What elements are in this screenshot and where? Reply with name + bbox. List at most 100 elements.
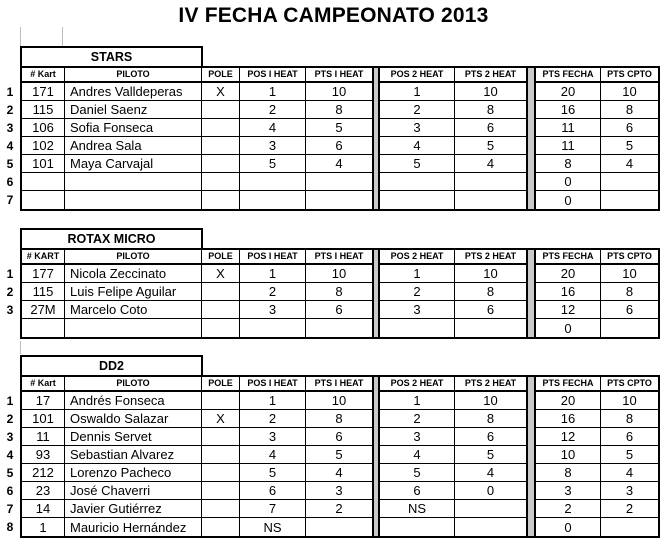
pts-1-heat-cell: 5: [306, 119, 373, 137]
row-number: 5: [6, 157, 14, 171]
separator-column: [373, 101, 380, 119]
col-header-pts-2-heat: PTS 2 HEAT: [455, 68, 527, 83]
table-row: 101 Oswaldo Salazar X 2 8 2 8 16 8: [22, 410, 658, 428]
separator-column: [373, 410, 380, 428]
kart-cell: 17: [22, 392, 65, 410]
piloto-cell: Sebastian Alvarez: [65, 446, 202, 464]
piloto-cell: Andrés Fonseca: [65, 392, 202, 410]
pos-1-heat-cell: 5: [240, 155, 306, 173]
pts-fecha-cell: 11: [536, 119, 601, 137]
gutter-spacer: [0, 228, 20, 248]
pts-1-heat-cell: 5: [306, 446, 373, 464]
pos-1-heat-cell: 2: [240, 410, 306, 428]
separator-column: [527, 377, 536, 392]
pos-2-heat-cell: 4: [380, 446, 455, 464]
pos-2-heat-cell: 5: [380, 155, 455, 173]
separator-column: [373, 250, 380, 265]
pole-cell: [202, 155, 240, 173]
col-header-piloto: PILOTO: [65, 377, 202, 392]
pts-cpto-cell: 2: [601, 500, 658, 518]
results-table: # Kart PILOTO POLE POS I HEAT PTS I HEAT POS …: [20, 66, 660, 211]
pts-fecha-cell: 8: [536, 464, 601, 482]
kart-cell: 212: [22, 464, 65, 482]
pos-1-heat-cell: 4: [240, 446, 306, 464]
pos-2-heat-cell: 1: [380, 392, 455, 410]
pts-1-heat-cell: 10: [306, 83, 373, 101]
col-header-pole: POLE: [202, 250, 240, 265]
col-header-pos-2-heat: POS 2 HEAT: [380, 250, 455, 265]
pos-2-heat-cell: 1: [380, 265, 455, 283]
pos-1-heat-cell: [240, 319, 306, 337]
table-row: 0: [22, 173, 658, 191]
pos-2-heat-cell: NS: [380, 500, 455, 518]
separator-column: [373, 377, 380, 392]
pts-2-heat-cell: [455, 173, 527, 191]
pts-cpto-cell: 5: [601, 137, 658, 155]
col-header-piloto: PILOTO: [65, 68, 202, 83]
pts-1-heat-cell: 3: [306, 482, 373, 500]
col-header-pos-2-heat: POS 2 HEAT: [380, 68, 455, 83]
pos-1-heat-cell: 2: [240, 283, 306, 301]
pts-fecha-cell: 3: [536, 482, 601, 500]
piloto-cell: Oswaldo Salazar: [65, 410, 202, 428]
kart-cell: 27M: [22, 301, 65, 319]
row-number: 2: [6, 285, 14, 299]
row-number: [0, 319, 20, 337]
pts-2-heat-cell: 8: [455, 283, 527, 301]
pts-2-heat-cell: 10: [455, 265, 527, 283]
table-row: 177 Nicola Zeccinato X 1 10 1 10 20 10: [22, 265, 658, 283]
col-header-kart: # Kart: [22, 377, 65, 392]
table-row: 0: [22, 319, 658, 337]
pts-fecha-cell: 0: [536, 173, 601, 191]
pts-2-heat-cell: 4: [455, 464, 527, 482]
piloto-cell: Javier Gutiérrez: [65, 500, 202, 518]
section-title: ROTAX MICRO: [67, 232, 156, 246]
col-header-pts-cpto: PTS CPTO: [601, 68, 658, 83]
separator-column: [373, 265, 380, 283]
col-header-pos-1-heat: POS I HEAT: [240, 377, 306, 392]
col-header-pos-1-heat: POS I HEAT: [240, 68, 306, 83]
pts-1-heat-cell: 10: [306, 392, 373, 410]
separator-column: [527, 173, 536, 191]
pos-1-heat-cell: 4: [240, 119, 306, 137]
piloto-cell: Marcelo Coto: [65, 301, 202, 319]
pole-cell: [202, 119, 240, 137]
kart-cell: 14: [22, 500, 65, 518]
row-number: 1: [6, 267, 14, 281]
gridline-stub: [20, 27, 21, 46]
piloto-cell: Sofia Fonseca: [65, 119, 202, 137]
table-rows: 17 Andrés Fonseca 1 10 1 10 20 10 101 Oswaldo Sal…: [22, 392, 658, 536]
separator-column: [527, 319, 536, 337]
kart-cell: 106: [22, 119, 65, 137]
piloto-cell: Mauricio Hernández: [65, 518, 202, 536]
row-number: 3: [6, 121, 14, 135]
separator-column: [373, 518, 380, 536]
gutter-spacer: [0, 46, 20, 66]
pts-fecha-cell: 11: [536, 137, 601, 155]
pts-2-heat-cell: 10: [455, 83, 527, 101]
pole-cell: [202, 137, 240, 155]
table-row: 0: [22, 191, 658, 209]
col-header-pos-2-heat: POS 2 HEAT: [380, 377, 455, 392]
kart-cell: 1: [22, 518, 65, 536]
pole-cell: [202, 283, 240, 301]
pts-fecha-cell: 8: [536, 155, 601, 173]
kart-cell: 11: [22, 428, 65, 446]
pts-fecha-cell: 20: [536, 265, 601, 283]
pts-cpto-cell: 8: [601, 101, 658, 119]
pts-2-heat-cell: 6: [455, 119, 527, 137]
pts-1-heat-cell: 6: [306, 428, 373, 446]
pts-cpto-cell: 8: [601, 410, 658, 428]
table-row: 17 Andrés Fonseca 1 10 1 10 20 10: [22, 392, 658, 410]
section-title-box: DD2: [20, 355, 203, 375]
separator-column: [373, 283, 380, 301]
pos-2-heat-cell: [380, 191, 455, 209]
kart-cell: 177: [22, 265, 65, 283]
pts-2-heat-cell: 8: [455, 410, 527, 428]
pts-cpto-cell: 10: [601, 83, 658, 101]
separator-column: [373, 119, 380, 137]
separator-column: [527, 392, 536, 410]
pts-1-heat-cell: [306, 518, 373, 536]
kart-cell: 23: [22, 482, 65, 500]
separator-column: [527, 137, 536, 155]
